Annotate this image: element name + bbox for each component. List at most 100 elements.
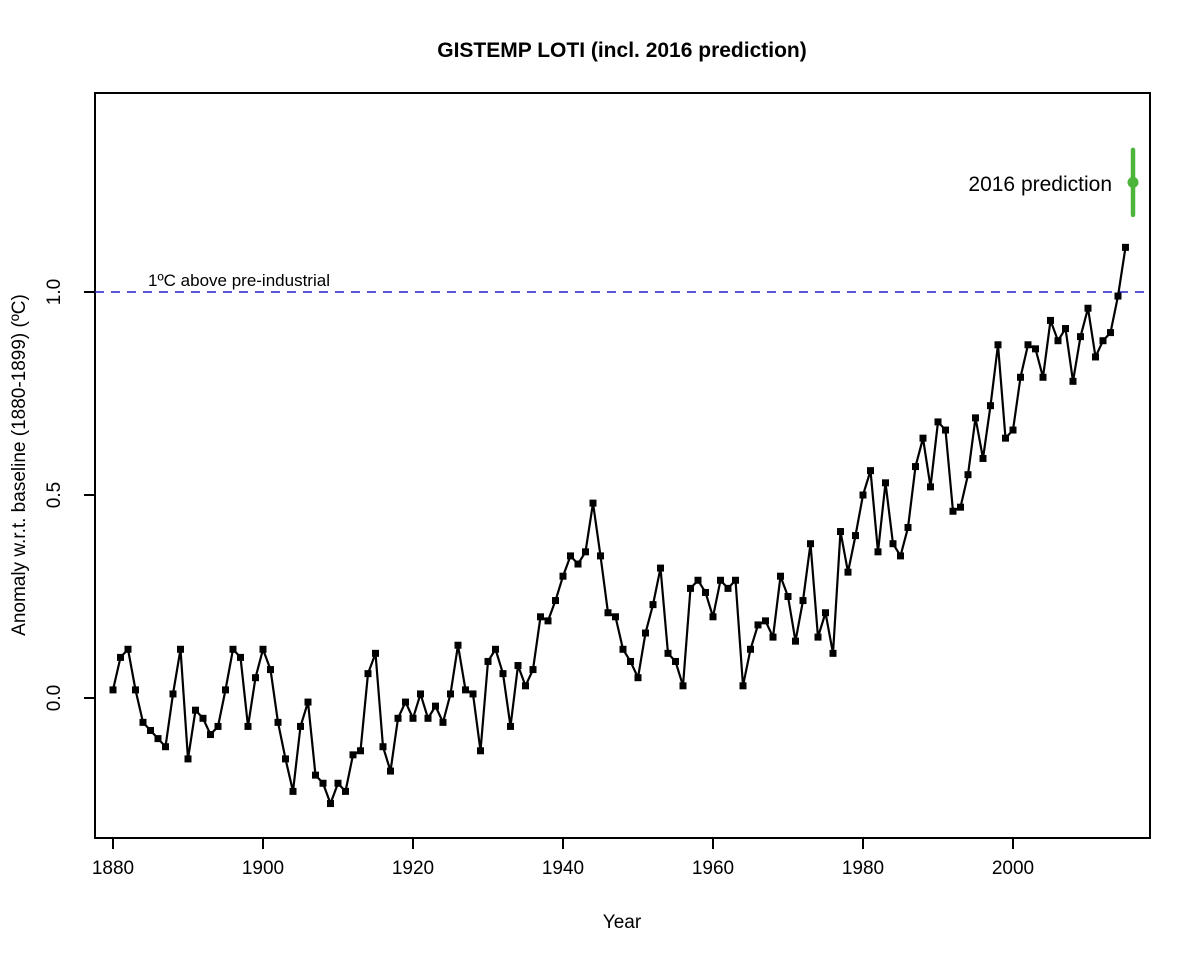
data-point-1939 <box>552 597 559 605</box>
data-point-1922 <box>424 714 432 722</box>
data-point-1973 <box>807 540 814 548</box>
data-point-1947 <box>612 613 619 621</box>
data-point-1995 <box>972 414 979 422</box>
data-point-1883 <box>132 686 139 694</box>
data-point-1993 <box>957 503 964 511</box>
data-point-1890 <box>184 755 192 763</box>
data-point-1920 <box>409 714 417 722</box>
data-point-1987 <box>912 463 919 471</box>
x-tick-label: 1940 <box>542 858 584 879</box>
x-tick-label: 1960 <box>692 858 734 879</box>
data-point-1941 <box>567 552 574 560</box>
data-point-1991 <box>942 426 949 434</box>
x-axis-title: Year <box>603 912 642 933</box>
data-point-1974 <box>814 633 822 641</box>
chart-title: GISTEMP LOTI (incl. 2016 prediction) <box>437 39 807 62</box>
data-point-1952 <box>649 601 657 609</box>
data-point-1969 <box>777 572 784 580</box>
x-tick-label: 2000 <box>992 858 1034 879</box>
data-point-1896 <box>229 645 237 653</box>
data-point-1898 <box>244 722 252 730</box>
prediction-label: 2016 prediction <box>968 173 1112 196</box>
data-point-2011 <box>1092 353 1099 361</box>
data-point-1913 <box>357 747 364 755</box>
data-point-1940 <box>559 572 567 580</box>
data-point-1880 <box>109 686 117 694</box>
data-point-1895 <box>222 686 229 694</box>
data-point-1894 <box>214 722 222 730</box>
data-point-1953 <box>657 564 664 572</box>
data-point-1886 <box>154 735 162 743</box>
prediction-point <box>1127 176 1139 188</box>
anomaly-line <box>111 247 1127 807</box>
data-point-2012 <box>1099 337 1107 345</box>
data-point-1970 <box>784 593 792 600</box>
data-point-1936 <box>529 666 537 674</box>
data-point-1906 <box>304 698 312 706</box>
data-point-1924 <box>439 718 447 726</box>
data-point-1909 <box>327 800 334 808</box>
data-point-1996 <box>979 454 987 462</box>
data-point-1923 <box>432 702 439 710</box>
y-tick-label: 0.5 <box>44 482 65 508</box>
y-tick-label: 0.0 <box>44 685 65 711</box>
data-point-1945 <box>597 552 604 560</box>
data-point-1885 <box>147 726 154 734</box>
data-point-2008 <box>1069 377 1077 385</box>
data-point-1897 <box>237 653 244 661</box>
data-point-1951 <box>642 629 649 637</box>
data-point-1927 <box>462 686 469 694</box>
data-point-1921 <box>417 690 424 698</box>
data-point-1978 <box>844 568 852 576</box>
data-point-1902 <box>274 718 282 726</box>
data-point-1931 <box>492 645 499 653</box>
data-point-1975 <box>822 609 829 617</box>
data-point-1891 <box>192 706 199 714</box>
data-point-1965 <box>747 645 754 653</box>
data-point-2001 <box>1017 373 1024 381</box>
data-point-1946 <box>604 609 612 617</box>
data-point-1944 <box>589 499 597 507</box>
data-point-2006 <box>1054 337 1062 345</box>
data-point-1957 <box>687 584 694 592</box>
data-point-1889 <box>177 645 184 653</box>
data-point-1904 <box>289 787 297 795</box>
data-point-1901 <box>267 666 274 674</box>
data-point-1972 <box>799 597 807 605</box>
data-point-1933 <box>507 722 514 730</box>
data-point-1982 <box>874 548 882 556</box>
data-point-1916 <box>379 743 387 751</box>
data-point-1892 <box>199 714 207 722</box>
data-point-2004 <box>1039 373 1047 381</box>
data-point-1999 <box>1002 434 1009 442</box>
data-point-1928 <box>469 690 477 698</box>
data-point-1937 <box>537 613 544 621</box>
data-point-1882 <box>124 645 132 653</box>
data-point-1985 <box>897 552 904 560</box>
data-point-1943 <box>582 548 589 556</box>
x-tick-label: 1900 <box>242 858 284 879</box>
x-axis-ticks: 1880 1900 1920 1940 1960 1980 2000 <box>92 838 1034 879</box>
data-point-1949 <box>627 657 634 665</box>
data-point-1979 <box>852 532 859 540</box>
data-point-2002 <box>1024 341 1032 349</box>
data-point-2007 <box>1062 325 1069 333</box>
data-point-2013 <box>1107 329 1114 337</box>
data-point-1954 <box>664 649 672 657</box>
data-point-1989 <box>927 483 934 491</box>
data-point-1908 <box>319 779 327 787</box>
data-point-1964 <box>739 682 747 690</box>
data-point-1966 <box>754 621 762 629</box>
data-point-1997 <box>987 402 994 410</box>
y-axis-title: Anomaly w.r.t. baseline (1880-1899) (ºC) <box>9 294 30 636</box>
data-point-1938 <box>544 617 552 625</box>
data-point-1968 <box>769 633 777 641</box>
data-point-1990 <box>934 418 942 426</box>
y-axis-ticks: 0.0 0.5 1.0 <box>44 279 95 711</box>
data-point-1899 <box>252 674 259 682</box>
data-point-1988 <box>919 434 927 442</box>
data-point-1932 <box>499 670 507 678</box>
data-point-1958 <box>694 576 702 584</box>
data-point-1903 <box>282 755 289 763</box>
